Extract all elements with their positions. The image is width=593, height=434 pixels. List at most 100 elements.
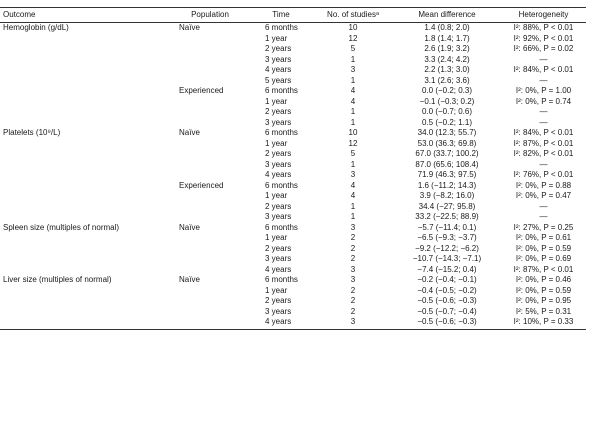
cell-outcome: [0, 55, 171, 66]
cell-heterogeneity: I²: 0%, P = 0.59: [515, 243, 572, 253]
cell-population: [171, 55, 249, 66]
header-outcome: Outcome: [0, 7, 171, 23]
cell-population: [171, 139, 249, 150]
table-row: 1 year 12 53.0 (36.3; 69.8) I²: 87%, P < 0.…: [0, 139, 586, 150]
cell-time: 6 months: [265, 222, 298, 232]
cell-outcome: [0, 254, 171, 265]
cell-population: [171, 107, 249, 118]
cell-outcome: [0, 317, 171, 330]
cell-studies: 2: [350, 306, 356, 316]
table-header: Outcome Population Time No. of studiesᵃ …: [0, 7, 586, 23]
cell-time: 6 months: [265, 180, 298, 190]
cell-outcome: [0, 307, 171, 318]
cell-outcome: [0, 149, 171, 160]
cell-time: 4 years: [249, 317, 313, 330]
cell-mean-difference: 87.0 (65.6; 108.4): [415, 159, 479, 169]
table-row: 1 year 4 −0.1 (−0.3; 0.2) I²: 0%, P = 0.74: [0, 97, 586, 108]
cell-studies: 4: [350, 180, 356, 190]
cell-mean-difference: 3.3 (2.4; 4.2): [424, 54, 470, 64]
cell-time: 4 years: [265, 264, 292, 274]
cell-time: 2 years: [265, 44, 292, 53]
table-row: 4 years 3 71.9 (46.3; 97.5) I²: 76%, P < 0.…: [0, 170, 586, 181]
table-row: Hemoglobin (g/dL) Naïve 6 months 10 1.4 (0.8…: [0, 23, 586, 34]
cell-studies: 2: [350, 233, 356, 242]
cell-heterogeneity: I²: 87%, P < 0.01: [513, 138, 574, 148]
cell-heterogeneity: I²: 0%, P = 1.00: [515, 86, 572, 95]
table-row: 1 year 2 −0.4 (−0.5; −0.2) I²: 0%, P = 0.59: [0, 286, 586, 297]
cell-outcome: [0, 181, 171, 192]
table-row: Platelets (10⁹/L) Naïve 6 months 10 34.0 (12…: [0, 128, 586, 139]
cell-outcome: Liver size (multiples of normal): [3, 275, 112, 284]
cell-outcome: [0, 202, 171, 213]
cell-studies: 2: [350, 254, 356, 263]
cell-population: [171, 317, 249, 330]
cell-heterogeneity: I²: 0%, P = 0.69: [515, 254, 572, 263]
cell-studies: 2: [350, 296, 356, 305]
cell-outcome: [0, 296, 171, 307]
cell-population: Naïve: [179, 23, 200, 32]
cell-time: 3 years: [265, 117, 292, 127]
cell-mean-difference: 2.6 (1.9; 3.2): [424, 44, 470, 53]
cell-mean-difference: −0.5 (−0.7; −0.4): [417, 306, 477, 316]
cell-heterogeneity: I²: 0%, P = 0.47: [515, 191, 572, 200]
cell-population: Experienced: [179, 180, 224, 190]
cell-time: 2 years: [265, 149, 292, 158]
cell-mean-difference: −9.2 (−12.2; −6.2): [415, 243, 479, 253]
cell-studies: 1: [350, 107, 356, 116]
table-row: Spleen size (multiples of normal) Naïve 6 …: [0, 223, 586, 234]
cell-time: 2 years: [265, 201, 292, 211]
cell-population: Naïve: [179, 222, 200, 232]
cell-mean-difference: 1.8 (1.4; 1.7): [424, 33, 470, 43]
table-row: 1 year 4 3.9 (−8.2; 16.0) I²: 0%, P = 0.47: [0, 191, 586, 202]
cell-studies: 12: [348, 33, 358, 43]
cell-outcome: [0, 212, 171, 223]
cell-heterogeneity: —: [539, 212, 548, 221]
header-row: Outcome Population Time No. of studiesᵃ …: [0, 7, 586, 23]
cell-studies: 3: [350, 222, 356, 232]
cell-population: [171, 296, 249, 307]
cell-mean-difference: 1.4 (0.8; 2.0): [424, 23, 470, 32]
cell-population: [171, 191, 249, 202]
cell-mean-difference: −0.2 (−0.4; −0.1): [417, 275, 477, 284]
cell-outcome: [0, 86, 171, 97]
table-row: Experienced 6 months 4 0.0 (−0.2; 0.3) I²: 0…: [0, 86, 586, 97]
cell-time: 6 months: [265, 86, 298, 95]
cell-heterogeneity: I²: 0%, P = 0.61: [515, 233, 572, 242]
cell-mean-difference: −10.7 (−14.3; −7.1): [412, 254, 482, 263]
cell-mean-difference: 53.0 (36.3; 69.8): [417, 138, 477, 148]
cell-studies: 3: [313, 317, 393, 330]
table-row: 2 years 2 −0.5 (−0.6; −0.3) I²: 0%, P = 0.9…: [0, 296, 586, 307]
cell-population: [171, 65, 249, 76]
cell-time: 3 years: [265, 54, 292, 64]
cell-outcome: Platelets (10⁹/L): [3, 128, 61, 137]
cell-studies: 1: [350, 212, 356, 221]
cell-heterogeneity: I²: 0%, P = 0.95: [515, 296, 572, 305]
cell-time: 3 years: [265, 306, 292, 316]
table-row: 2 years 5 2.6 (1.9; 3.2) I²: 66%, P = 0.02: [0, 44, 586, 55]
table-row: 3 years 2 −10.7 (−14.3; −7.1) I²: 0%, P = 0…: [0, 254, 586, 265]
table-row: 1 year 2 −6.5 (−9.3; −3.7) I²: 0%, P = 0.61: [0, 233, 586, 244]
cell-population: [171, 44, 249, 55]
cell-mean-difference: 34.4 (−27; 95.8): [418, 201, 476, 211]
cell-mean-difference: −0.4 (−0.5; −0.2): [417, 285, 477, 295]
cell-studies: 5: [350, 149, 356, 158]
cell-studies: 2: [350, 243, 356, 253]
cell-population: [171, 97, 249, 108]
cell-heterogeneity: —: [539, 201, 548, 211]
cell-outcome: [0, 65, 171, 76]
cell-time: 4 years: [265, 65, 292, 74]
cell-population: [171, 149, 249, 160]
table-row: Experienced 6 months 4 1.6 (−11.2; 14.3) I²:…: [0, 181, 586, 192]
cell-time: 5 years: [265, 75, 292, 85]
cell-heterogeneity: I²: 10%, P = 0.33: [501, 317, 586, 330]
cell-population: [171, 307, 249, 318]
cell-population: [171, 244, 249, 255]
cell-outcome: [0, 44, 171, 55]
cell-studies: 1: [350, 159, 356, 169]
cell-time: 6 months: [265, 23, 298, 32]
cell-time: 3 years: [265, 159, 292, 169]
cell-population: [171, 202, 249, 213]
cell-heterogeneity: I²: 92%, P < 0.01: [513, 33, 574, 43]
cell-studies: 1: [350, 117, 356, 127]
cell-heterogeneity: —: [539, 159, 548, 169]
